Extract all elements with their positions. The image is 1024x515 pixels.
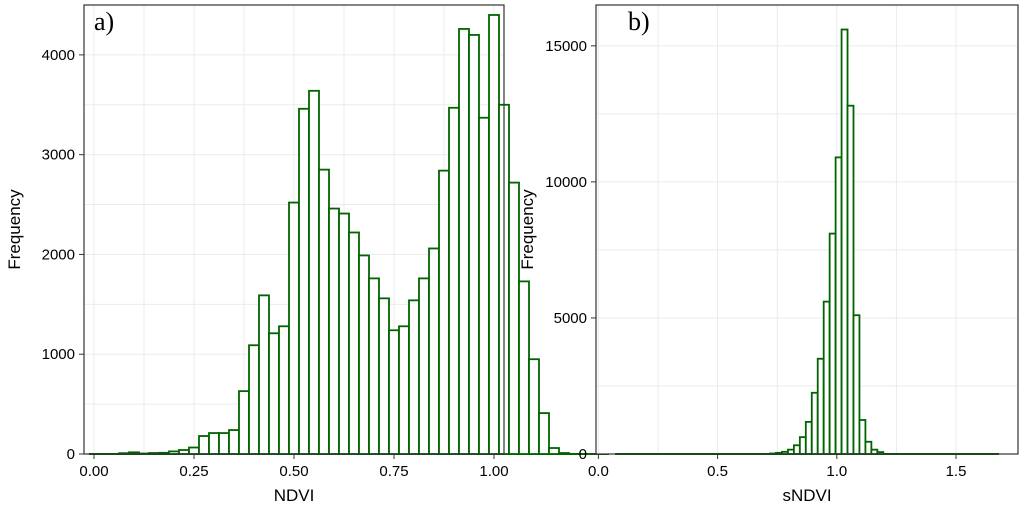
y-tick-label: 0 [579,446,587,463]
y-axis-label: Frequency [5,189,24,270]
histogram-bar [449,108,459,454]
histogram-bar [249,345,259,454]
x-tick-label: 1.00 [479,463,508,480]
histogram-bar [529,359,539,454]
histogram-bar [479,118,489,454]
histogram-bar [469,35,479,454]
x-tick-label: 1.0 [826,463,847,480]
y-tick-label: 15000 [545,38,587,55]
histogram-bar [309,91,319,454]
y-tick-label: 4000 [42,47,75,64]
histogram-bar [409,300,419,454]
x-tick-label: 1.5 [946,463,967,480]
x-tick-label: 0.5 [707,463,728,480]
histogram-bar [429,248,439,454]
histogram-bar [219,433,229,454]
histogram-bar [239,391,249,454]
histogram-bar [329,209,339,454]
histogram-bar [539,413,549,454]
histogram-bar [259,295,269,454]
y-tick-label: 5000 [554,310,587,327]
histogram-bar [229,430,239,454]
histogram-bar [489,15,499,454]
histogram-bar [189,448,199,454]
x-tick-label: 0.00 [79,463,108,480]
x-axis-label: sNDVI [782,486,831,505]
histogram-bar [209,433,219,454]
histogram-bar [419,278,429,454]
histogram-bar [319,170,329,454]
histogram-bar [439,171,449,454]
y-tick-label: 3000 [42,147,75,164]
histogram-bar [299,109,309,454]
histogram-bar [459,29,469,454]
x-tick-label: 0.50 [279,463,308,480]
histogram-bar [339,214,349,454]
histogram-bar [519,281,529,454]
plot-area [596,5,1018,454]
x-tick-label: 0.25 [179,463,208,480]
histogram-bar [549,448,559,454]
y-axis-label: Frequency [518,189,537,270]
histogram-bar [279,326,289,454]
histogram-bar [399,326,409,454]
histogram-bar [379,298,389,454]
histogram-bar [359,255,369,454]
histogram-bar [389,330,399,454]
histogram-bar [559,453,569,454]
x-tick-label: 0.0 [588,463,609,480]
panel-b: 0.0 0.5 1.0 1.5 0 5000 10000 15000 sNDVI Frequenc… [518,5,1018,505]
y-tick-label: 10000 [545,174,587,191]
x-axis-label: NDVI [274,486,315,505]
y-tick-label: 2000 [42,246,75,263]
histogram-bar [349,232,359,454]
y-tick-label: 1000 [42,346,75,363]
histogram-bar [369,278,379,454]
histogram-bar [269,333,279,454]
x-tick-label: 0.75 [379,463,408,480]
histogram-bar [199,436,209,454]
histogram-bar [289,203,299,454]
panel-label: b) [628,7,650,36]
y-tick-label: 0 [67,446,75,463]
panel-label: a) [94,7,114,36]
